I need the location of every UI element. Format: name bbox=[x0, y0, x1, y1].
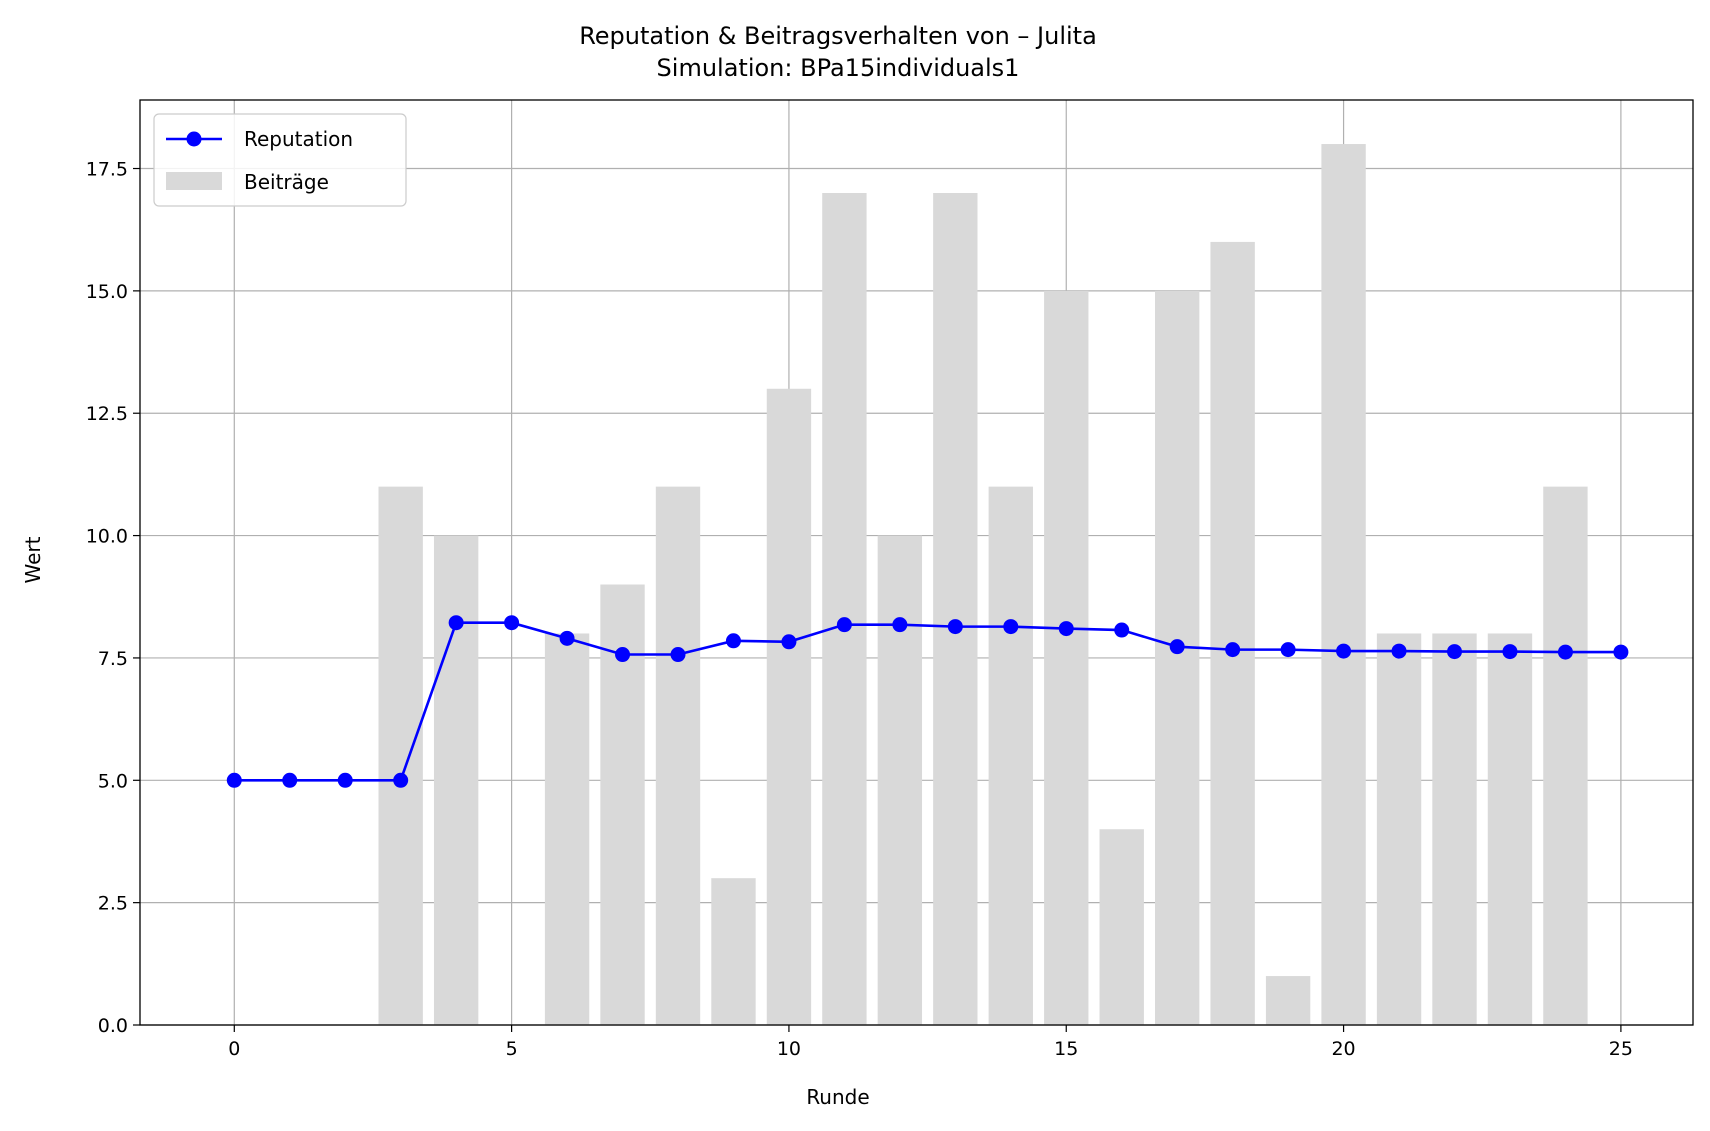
reputation-line bbox=[226, 615, 1629, 788]
x-tick-label: 15 bbox=[1054, 1038, 1078, 1060]
reputation-point bbox=[1169, 639, 1185, 655]
bar-beitrag bbox=[378, 486, 423, 1025]
bar-beitrag bbox=[877, 535, 923, 1025]
bar-beitrag bbox=[711, 878, 756, 1025]
bar-beitrag bbox=[1154, 290, 1200, 1025]
reputation-point bbox=[1557, 644, 1573, 660]
legend-bar-swatch bbox=[166, 172, 222, 190]
bar-beitrag bbox=[1432, 633, 1477, 1025]
bar-beitrag bbox=[544, 633, 590, 1025]
bar-beitrag bbox=[1044, 290, 1089, 1025]
bar-beitrag bbox=[1543, 486, 1588, 1025]
bar-beitrag bbox=[655, 486, 701, 1025]
bar-beitrag bbox=[1265, 976, 1311, 1025]
reputation-point bbox=[947, 619, 963, 635]
reputation-point bbox=[1058, 621, 1074, 637]
y-tick-label: 5.0 bbox=[98, 770, 128, 792]
reputation-point bbox=[337, 772, 353, 788]
x-tick-label: 0 bbox=[228, 1038, 240, 1060]
bar-beitrag bbox=[1210, 241, 1255, 1025]
reputation-point bbox=[1280, 642, 1296, 658]
x-tick-label: 25 bbox=[1609, 1038, 1633, 1060]
y-tick-label: 12.5 bbox=[86, 403, 128, 425]
legend-label-beitraege: Beiträge bbox=[244, 170, 329, 194]
y-tick-label: 10.0 bbox=[86, 526, 128, 548]
reputation-point bbox=[1447, 644, 1463, 660]
legend-label-reputation: Reputation bbox=[244, 127, 353, 151]
reputation-point bbox=[1336, 643, 1352, 659]
bar-beitrag bbox=[1487, 633, 1533, 1025]
y-tick-label: 15.0 bbox=[86, 281, 128, 303]
legend: Reputation Beiträge bbox=[153, 113, 407, 207]
contribution-bars bbox=[378, 144, 1588, 1026]
reputation-point bbox=[725, 633, 741, 649]
reputation-point bbox=[1225, 642, 1241, 658]
reputation-point bbox=[393, 772, 409, 788]
reputation-point bbox=[670, 647, 686, 663]
y-tick-label: 17.5 bbox=[86, 159, 128, 181]
legend-marker-swatch bbox=[186, 131, 202, 147]
x-tick-label: 20 bbox=[1331, 1038, 1355, 1060]
reputation-point bbox=[1114, 622, 1130, 638]
y-axis-label: Wert bbox=[21, 536, 45, 583]
axis-ticks: 0 5 10 15 20 25 0.0 2.5 5.0 7.5 10.0 12.5 15.0 17.5 bbox=[86, 159, 1633, 1060]
reputation-point bbox=[504, 615, 520, 631]
reputation-point bbox=[226, 772, 242, 788]
reputation-point bbox=[892, 617, 908, 633]
reputation-point bbox=[781, 634, 797, 650]
reputation-point bbox=[1502, 644, 1518, 660]
y-tick-label: 0.0 bbox=[98, 1015, 128, 1037]
chart-title: Reputation & Beitragsverhalten von – Jul… bbox=[579, 22, 1097, 50]
reputation-polyline bbox=[234, 621, 1621, 782]
bar-beitrag bbox=[933, 192, 978, 1026]
chart-subtitle: Simulation: BPa15individuals1 bbox=[657, 54, 1020, 82]
reputation-point bbox=[282, 772, 298, 788]
reputation-point bbox=[559, 630, 575, 646]
bar-beitrag bbox=[766, 388, 812, 1026]
y-tick-label: 2.5 bbox=[98, 893, 128, 915]
bar-beitrag bbox=[1376, 633, 1422, 1025]
reputation-point bbox=[615, 647, 631, 663]
x-tick-label: 10 bbox=[777, 1038, 801, 1060]
bar-beitrag bbox=[988, 486, 1033, 1025]
bar-beitrag bbox=[822, 192, 867, 1026]
reputation-point bbox=[1613, 644, 1629, 660]
plot-frame bbox=[139, 99, 1694, 1026]
reputation-point bbox=[1391, 643, 1407, 659]
bar-beitrag bbox=[1321, 144, 1366, 1026]
x-tick-label: 5 bbox=[506, 1038, 518, 1060]
reputation-point bbox=[1003, 619, 1019, 635]
bar-beitrag bbox=[1099, 829, 1144, 1025]
reputation-point bbox=[836, 617, 852, 633]
y-tick-label: 7.5 bbox=[98, 648, 128, 670]
x-axis-label: Runde bbox=[806, 1085, 869, 1109]
reputation-point bbox=[448, 615, 464, 631]
bar-beitrag bbox=[433, 535, 479, 1025]
